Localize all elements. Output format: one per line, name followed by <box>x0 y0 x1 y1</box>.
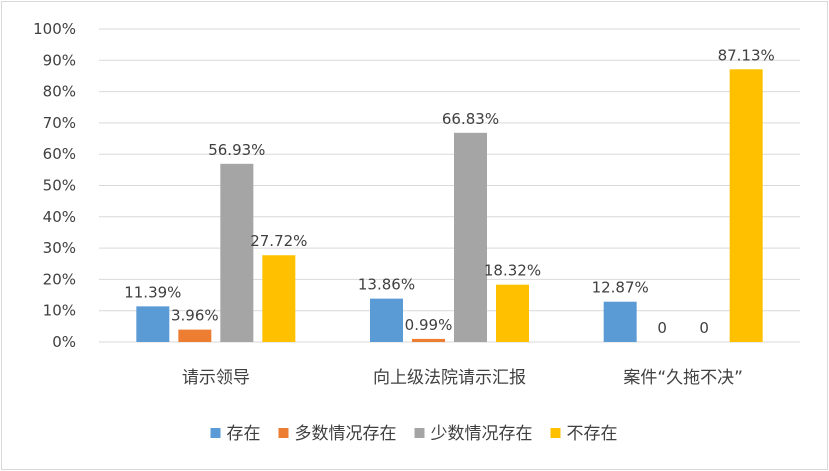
data-label: 18.32% <box>484 262 541 280</box>
bar <box>412 338 445 342</box>
y-tick-label: 30% <box>43 239 76 257</box>
bar <box>178 329 212 342</box>
data-label: 0 <box>699 319 709 337</box>
legend-swatch <box>414 428 425 438</box>
y-tick-label: 0% <box>52 333 76 351</box>
data-label: 12.87% <box>592 279 649 297</box>
data-label: 13.86% <box>358 276 415 294</box>
legend-label: 少数情况存在 <box>431 424 533 444</box>
data-label: 11.39% <box>124 283 181 301</box>
legend-swatch <box>210 428 221 438</box>
y-tick-label: 10% <box>43 302 76 320</box>
y-axis-ticks: 0% 10% 20% 30% 40% 50% 60% 70% 80% 90% 100% <box>33 20 76 351</box>
bar <box>220 163 254 342</box>
x-category-label: 案件“久拖不决” <box>623 368 743 388</box>
y-tick-label: 80% <box>43 83 76 101</box>
bars <box>136 69 763 343</box>
y-tick-label: 100% <box>33 20 76 38</box>
data-label: 27.72% <box>250 232 307 250</box>
y-tick-label: 70% <box>43 114 76 132</box>
bar <box>729 69 763 343</box>
legend-swatch <box>278 428 289 438</box>
y-tick-label: 60% <box>43 145 76 163</box>
x-axis-categories: 请示领导 向上级法院请示汇报 案件“久拖不决” <box>182 368 743 388</box>
y-tick-label: 50% <box>43 177 76 195</box>
y-tick-label: 40% <box>43 208 76 226</box>
x-category-label: 向上级法院请示汇报 <box>373 368 526 388</box>
data-labels: 11.39% 3.96% 56.93% 27.72% 13.86% 0.99% 66.83%… <box>124 46 775 337</box>
bar <box>603 301 637 342</box>
y-tick-label: 90% <box>43 51 76 69</box>
legend: 存在 多数情况存在 少数情况存在 不存在 <box>210 424 618 444</box>
data-label: 3.96% <box>171 307 219 325</box>
data-label: 0.99% <box>405 316 453 334</box>
legend-swatch <box>550 428 561 438</box>
gridlines <box>99 28 800 343</box>
bar <box>370 298 403 342</box>
data-label: 56.93% <box>208 141 265 159</box>
bar <box>262 255 296 342</box>
legend-label: 不存在 <box>567 424 618 444</box>
legend-label: 存在 <box>227 424 261 444</box>
legend-label: 多数情况存在 <box>295 424 397 444</box>
x-category-label: 请示领导 <box>182 368 250 388</box>
bar <box>136 306 170 342</box>
data-label: 87.13% <box>718 46 775 64</box>
data-label: 0 <box>657 319 667 337</box>
y-tick-label: 20% <box>43 270 76 288</box>
data-label: 66.83% <box>442 110 499 128</box>
bar <box>496 284 529 342</box>
bar <box>454 132 487 342</box>
